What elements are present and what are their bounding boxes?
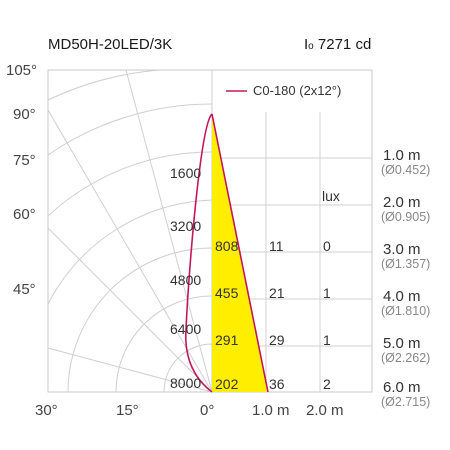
distance-3m: 3.0 m [383,241,421,258]
lux-edge-6m: 2 [323,376,331,392]
lux-half-6m: 36 [269,376,285,392]
lux-edge-3m: 0 [323,238,331,254]
lux-center-5m: 291 [215,332,239,348]
angle-45: 45° [13,281,36,298]
angle-75: 75° [13,152,36,169]
intensity-symbol: I [304,36,309,53]
intensity-curve [185,113,213,393]
lux-center-4m: 455 [215,285,239,301]
lux-half-3m: 11 [269,238,284,254]
lux-edge-4m: 1 [323,285,331,301]
axis-2m: 2.0 m [306,402,344,419]
angle-60: 60° [13,206,36,223]
model-title: MD50H-20LED/3K [48,36,173,53]
angle-90: 90° [13,106,36,123]
lux-header: lux [322,188,340,204]
lux-center-6m: 202 [215,376,239,392]
lux-half-4m: 21 [269,285,285,301]
angle-15: 15° [116,402,139,419]
angle-0: 0° [200,402,215,419]
angle-30: 30° [35,402,58,419]
intensity-curve-edge [211,113,269,393]
diameter-1m: (Ø0.452) [381,163,431,177]
intensity-4800: 4800 [170,272,202,288]
intensity-1600: 1600 [170,165,202,181]
intensity-label: Io 7271 cd [304,37,371,52]
intensity-subscript: o [308,41,314,52]
intensity-6400: 6400 [170,321,202,337]
lux-edge-5m: 1 [323,332,331,348]
distance-1m: 1.0 m [383,147,421,164]
legend-label: C0-180 (2x12°) [253,83,342,98]
diameter-6m: (Ø2.715) [381,395,431,409]
distance-2m: 2.0 m [383,194,421,211]
diagram-frame [47,69,373,393]
diameter-5m: (Ø2.262) [381,351,431,365]
distance-5m: 5.0 m [383,335,421,352]
lux-half-5m: 29 [269,332,285,348]
lux-center-3m: 808 [215,238,239,254]
distance-6m: 6.0 m [383,379,421,396]
axis-1m: 1.0 m [252,402,290,419]
angle-105: 105° [6,62,38,79]
intensity-8000: 8000 [170,375,202,391]
diameter-4m: (Ø1.810) [381,304,431,318]
distance-4m: 4.0 m [383,288,421,305]
diameter-2m: (Ø0.905) [381,210,431,224]
intensity-value: 7271 cd [317,36,372,53]
metre-grid-lines [265,112,321,392]
intensity-3200: 3200 [170,218,202,234]
diameter-3m: (Ø1.357) [381,257,431,271]
